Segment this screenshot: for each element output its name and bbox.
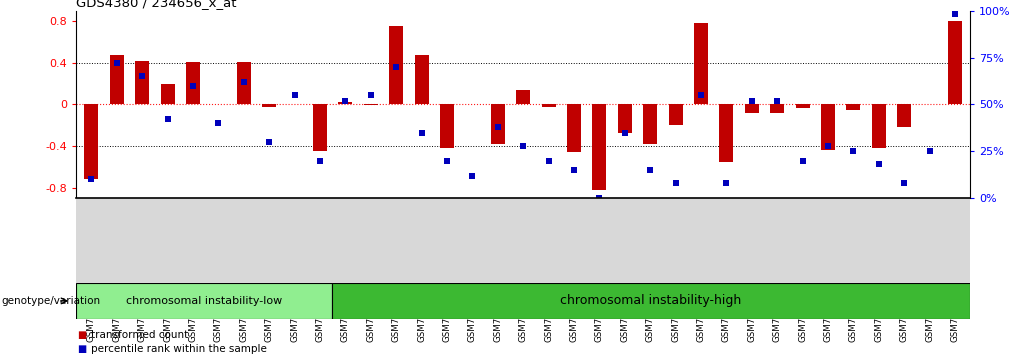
- Bar: [719, 104, 734, 162]
- Bar: [897, 104, 911, 127]
- Point: [109, 60, 125, 66]
- Bar: [516, 90, 530, 104]
- Point: [439, 158, 455, 164]
- Point: [337, 98, 354, 103]
- Bar: [745, 104, 759, 113]
- Bar: [491, 104, 505, 144]
- Bar: [364, 104, 378, 105]
- Text: percentile rank within the sample: percentile rank within the sample: [91, 344, 267, 354]
- Point: [922, 149, 938, 154]
- Point: [464, 173, 481, 178]
- Point: [261, 139, 277, 145]
- Point: [388, 64, 404, 70]
- Bar: [262, 104, 276, 107]
- Bar: [186, 62, 200, 104]
- Text: chromosomal instability-high: chromosomal instability-high: [561, 295, 742, 307]
- Point: [744, 98, 760, 103]
- Text: chromosomal instability-low: chromosomal instability-low: [126, 296, 282, 306]
- Point: [515, 143, 531, 149]
- Bar: [110, 56, 124, 104]
- Text: genotype/variation: genotype/variation: [1, 296, 101, 306]
- Bar: [821, 104, 835, 150]
- Point: [820, 143, 836, 149]
- Bar: [872, 104, 886, 148]
- Bar: [770, 104, 784, 113]
- Point: [490, 124, 506, 130]
- Point: [236, 79, 252, 85]
- Point: [896, 181, 912, 186]
- Bar: [440, 104, 454, 148]
- Point: [591, 195, 608, 201]
- Point: [160, 116, 176, 122]
- Point: [718, 181, 735, 186]
- Point: [363, 92, 379, 98]
- Bar: [846, 104, 861, 110]
- Text: transformed count: transformed count: [91, 330, 189, 339]
- Point: [642, 167, 658, 173]
- Bar: [669, 104, 683, 125]
- Point: [617, 130, 633, 136]
- Point: [769, 98, 785, 103]
- Point: [795, 158, 811, 164]
- Point: [871, 162, 887, 167]
- Bar: [313, 104, 327, 152]
- Text: ■: ■: [77, 330, 86, 339]
- Bar: [76, 283, 331, 319]
- Point: [845, 149, 862, 154]
- Point: [566, 167, 582, 173]
- Point: [668, 181, 684, 186]
- Bar: [84, 104, 99, 179]
- Bar: [338, 102, 353, 104]
- Point: [414, 130, 430, 136]
- Point: [210, 120, 227, 126]
- Bar: [161, 84, 175, 104]
- Bar: [618, 104, 632, 133]
- Bar: [237, 62, 251, 104]
- Bar: [567, 104, 581, 152]
- Bar: [542, 104, 556, 107]
- Point: [287, 92, 303, 98]
- Text: GDS4380 / 234656_x_at: GDS4380 / 234656_x_at: [76, 0, 237, 10]
- Text: ■: ■: [77, 344, 86, 354]
- Point: [312, 158, 328, 164]
- Point: [541, 158, 557, 164]
- Point: [947, 12, 963, 17]
- Point: [83, 177, 100, 182]
- Point: [185, 83, 201, 88]
- Point: [134, 74, 150, 79]
- Bar: [389, 26, 403, 104]
- Bar: [592, 104, 607, 190]
- Bar: [331, 283, 970, 319]
- Bar: [135, 61, 149, 104]
- Bar: [415, 56, 429, 104]
- Point: [693, 92, 709, 98]
- Bar: [796, 104, 810, 108]
- Bar: [643, 104, 657, 144]
- Bar: [694, 23, 708, 104]
- Bar: [948, 21, 962, 104]
